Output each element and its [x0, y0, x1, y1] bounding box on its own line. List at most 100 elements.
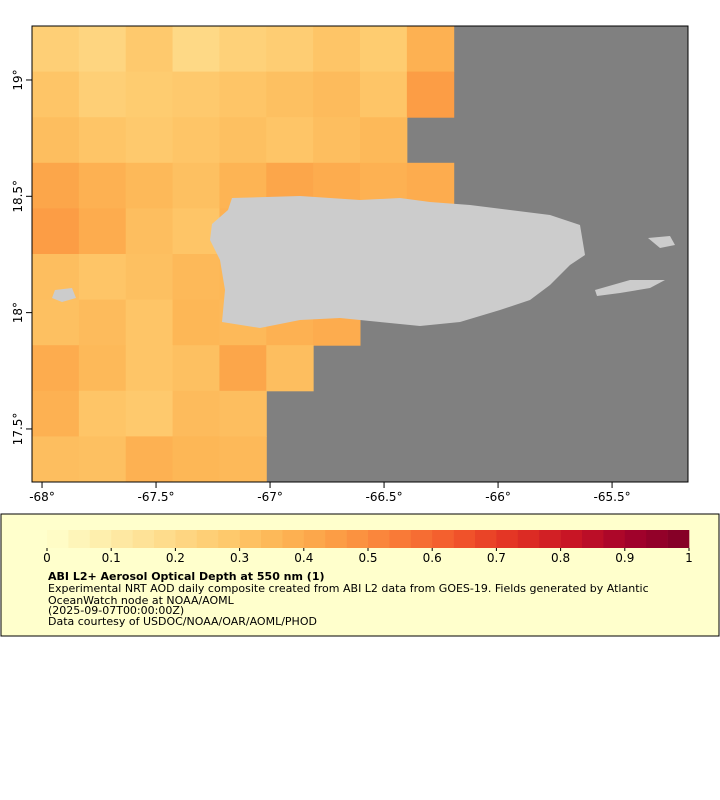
y-tick-label: 19°: [11, 69, 25, 90]
aod-cell: [172, 345, 220, 392]
puerto-rico: [210, 196, 585, 328]
aod-cell: [125, 162, 174, 209]
colorbar-swatch: [560, 530, 583, 548]
aod-cell: [172, 390, 220, 437]
note: Data courtesy of USDOC/NOAA/OAR/AOML/PHO…: [48, 615, 317, 628]
colorbar-swatch: [667, 530, 690, 548]
aod-cell: [78, 162, 127, 209]
colorbar-swatch: [325, 530, 347, 548]
x-tick-label: -67°: [257, 490, 283, 504]
colorbar-tick-label: 0: [43, 551, 51, 565]
aod-cell: [219, 117, 267, 164]
colorbar-swatch: [453, 530, 476, 548]
aod-cell: [172, 299, 220, 346]
aod-cell: [78, 436, 127, 483]
x-tick-label: -67.5°: [138, 490, 175, 504]
colorbar-swatch: [539, 530, 561, 548]
aod-cell: [313, 26, 361, 73]
aod-cell: [125, 390, 174, 437]
colorbar-swatch: [68, 530, 91, 548]
colorbar-swatch: [111, 530, 133, 548]
colorbar-swatch: [175, 530, 198, 548]
colorbar-swatch: [261, 530, 283, 548]
aod-cell: [78, 26, 127, 73]
aod-cell: [125, 254, 174, 301]
aod-cell: [32, 117, 80, 164]
culebra: [648, 236, 675, 248]
legend-title: ABI L2+ Aerosol Optical Depth at 550 nm …: [48, 570, 325, 583]
aod-cell: [32, 71, 80, 118]
colorbar-swatch: [517, 530, 540, 548]
colorbar-swatch: [282, 530, 305, 548]
aod-cell: [219, 436, 267, 483]
y-tick-label: 18.5°: [11, 180, 25, 213]
aod-cell: [32, 345, 80, 392]
colorbar-swatch: [389, 530, 412, 548]
map-frame: [31, 25, 689, 483]
x-tick-label: -66.5°: [366, 490, 403, 504]
aod-cell: [78, 390, 127, 437]
aod-cell: [78, 345, 127, 392]
colorbar-swatch: [410, 530, 433, 548]
aod-cell: [32, 26, 80, 73]
aod-cell: [125, 436, 174, 483]
colorbar-swatch: [218, 530, 240, 548]
colorbar-swatch: [346, 530, 369, 548]
aod-cell: [219, 26, 267, 73]
colorbar-swatch: [368, 530, 390, 548]
colorbar-tick-label: 0.7: [487, 551, 506, 565]
aod-cell: [78, 117, 127, 164]
aod-cell: [172, 436, 220, 483]
colorbar-swatch: [303, 530, 326, 548]
colorbar-tick-label: 0.2: [166, 551, 185, 565]
colorbar-swatch: [475, 530, 497, 548]
aod-cell: [78, 71, 127, 118]
aod-cell: [313, 117, 361, 164]
aod-cell: [32, 436, 80, 483]
aod-cell: [125, 71, 174, 118]
x-tick-label: -68°: [29, 490, 55, 504]
aod-cell: [172, 71, 220, 118]
x-tick-label: -65.5°: [594, 490, 631, 504]
aod-cell: [125, 208, 174, 255]
aod-cell: [78, 299, 127, 346]
colorbar-swatch: [432, 530, 454, 548]
colorbar-swatch: [196, 530, 219, 548]
colorbar-tick-label: 0.8: [551, 551, 570, 565]
colorbar-tick-label: 0.6: [423, 551, 442, 565]
aod-cell: [360, 26, 408, 73]
aod-cell: [266, 345, 314, 392]
aod-cell: [125, 299, 174, 346]
aod-cell: [219, 71, 267, 118]
aod-cell: [313, 71, 361, 118]
colorbar-swatch: [646, 530, 668, 548]
note: Experimental NRT AOD daily composite cre…: [48, 582, 649, 595]
colorbar-swatch: [496, 530, 519, 548]
colorbar-tick-label: 1: [685, 551, 693, 565]
y-tick-label: 17.5°: [11, 413, 25, 446]
aod-cell: [219, 345, 267, 392]
aod-cell: [172, 117, 220, 164]
colorbar-tick-label: 0.3: [230, 551, 249, 565]
colorbar-swatch: [239, 530, 262, 548]
colorbar-swatch: [582, 530, 604, 548]
aod-cell: [172, 26, 220, 73]
note: OceanWatch node at NOAA/AOML: [48, 594, 235, 607]
aod-cell: [406, 71, 455, 118]
land: [52, 196, 675, 328]
colorbar-swatch: [154, 530, 176, 548]
aod-cell: [32, 299, 80, 346]
aod-cell: [125, 117, 174, 164]
colorbar-swatch: [603, 530, 626, 548]
aod-cell: [266, 117, 314, 164]
aod-cell: [406, 26, 455, 73]
aod-cell: [172, 254, 220, 301]
mona: [52, 288, 76, 302]
y-tick-label: 18°: [11, 302, 25, 323]
colorbar-swatch: [89, 530, 112, 548]
colorbar-tick-label: 0.4: [294, 551, 313, 565]
aod-cell: [360, 117, 408, 164]
aod-cell: [172, 162, 220, 209]
colorbar-tick-label: 0.9: [615, 551, 634, 565]
